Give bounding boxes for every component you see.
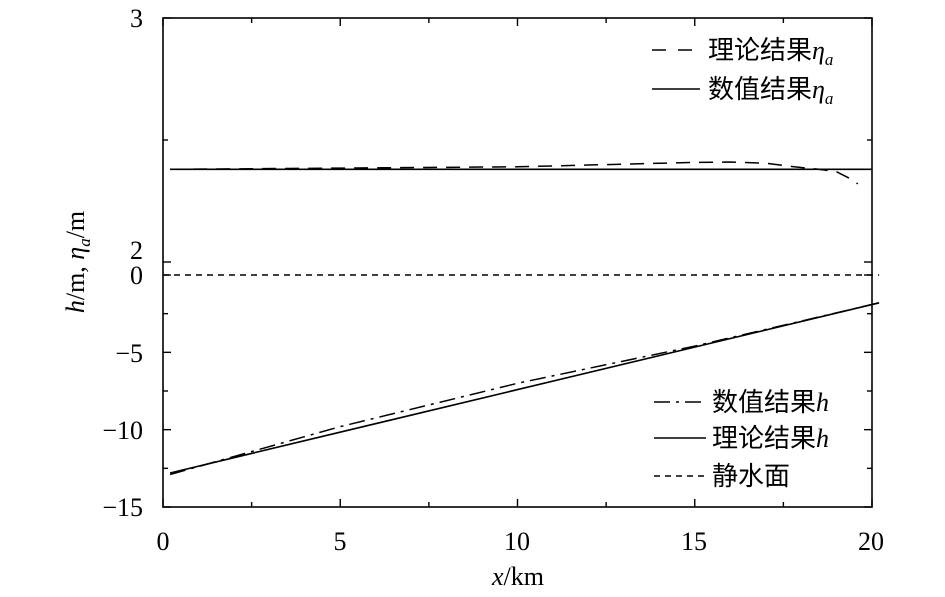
legend-top-label-theory: 理论结果ηa: [708, 36, 833, 69]
x-tick-label-0: 0: [157, 527, 170, 556]
x-tick-label-10: 10: [504, 527, 530, 556]
legend-top-label-numerical: 数值结果ηa: [708, 75, 833, 108]
y-tick-label-0: 0: [130, 261, 143, 290]
legend-top: 理论结果ηa 数值结果ηa: [652, 36, 833, 108]
series-h-theory-line: [169, 302, 880, 474]
series-eta-theory-line: [170, 161, 859, 185]
x-tick-label-15: 15: [681, 527, 707, 556]
y-tick-label-neg10: −10: [102, 416, 143, 445]
y-tick-label-3: 3: [130, 4, 143, 33]
y-tick-label-neg5: −5: [115, 339, 143, 368]
x-tick-label-5: 5: [334, 527, 347, 556]
axis-ticks: [162, 17, 873, 508]
y-tick-label-2: 2: [130, 236, 143, 265]
y-tick-label-neg15: −15: [102, 493, 143, 522]
legend-bottom-label-h-theory: 理论结果h: [712, 424, 829, 453]
x-tick-label-20: 20: [858, 527, 884, 556]
x-axis-title: x/km: [491, 562, 544, 591]
legend-bottom-label-h-numerical: 数值结果h: [712, 388, 829, 417]
legend-bottom-label-still-water: 静水面: [712, 462, 790, 491]
y-axis-title: h/m, ηa/m: [61, 211, 94, 313]
legend-bottom: 数值结果h 理论结果h 静水面: [654, 388, 829, 491]
